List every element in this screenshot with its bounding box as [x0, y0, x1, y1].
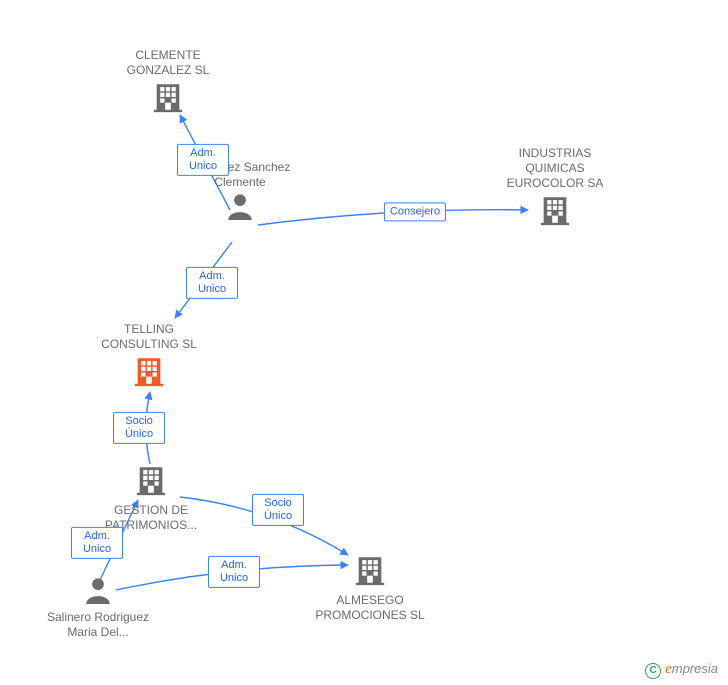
node-label: INDUSTRIAS QUIMICAS EUROCOLOR SA [495, 146, 615, 191]
edge-label: Adm. Unico [177, 144, 229, 176]
copyright-icon: C [645, 663, 661, 679]
node-salinero[interactable]: Salinero Rodriguez Maria Del... [38, 576, 158, 640]
watermark: Cempresia [645, 661, 718, 679]
building-icon [134, 463, 168, 501]
node-telling_consulting[interactable]: TELLING CONSULTING SL [89, 322, 209, 392]
node-label: CLEMENTE GONZALEZ SL [108, 48, 228, 78]
node-gestion_patrimonios[interactable]: GESTION DE PATRIMONIOS... [91, 463, 211, 533]
edge-label: Adm. Unico [186, 267, 238, 299]
edge-label: Socio Único [113, 412, 165, 444]
edge-label: Consejero [384, 202, 446, 221]
watermark-text: mpresia [672, 661, 718, 676]
node-label: ALMESEGO PROMOCIONES SL [310, 593, 430, 623]
node-label: TELLING CONSULTING SL [89, 322, 209, 352]
building-icon [353, 553, 387, 591]
node-almesego[interactable]: ALMESEGO PROMOCIONES SL [310, 553, 430, 623]
edge-label: Adm. Unico [208, 556, 260, 588]
edge-label: Adm. Unico [71, 527, 123, 559]
building-icon [538, 193, 572, 231]
node-industrias_quimicas[interactable]: INDUSTRIAS QUIMICAS EUROCOLOR SA [495, 146, 615, 231]
node-label: Salinero Rodriguez Maria Del... [38, 610, 158, 640]
building-icon [132, 354, 166, 392]
building-icon [151, 80, 185, 118]
person-icon [84, 576, 112, 608]
person-icon [226, 192, 254, 224]
node-clemente_gonzalez[interactable]: CLEMENTE GONZALEZ SL [108, 48, 228, 118]
watermark-e: e [665, 661, 672, 677]
edge-label: Socio Único [252, 494, 304, 526]
diagram-canvas: CLEMENTE GONZALEZ SLGonzalez Sanchez Cle… [0, 0, 728, 685]
